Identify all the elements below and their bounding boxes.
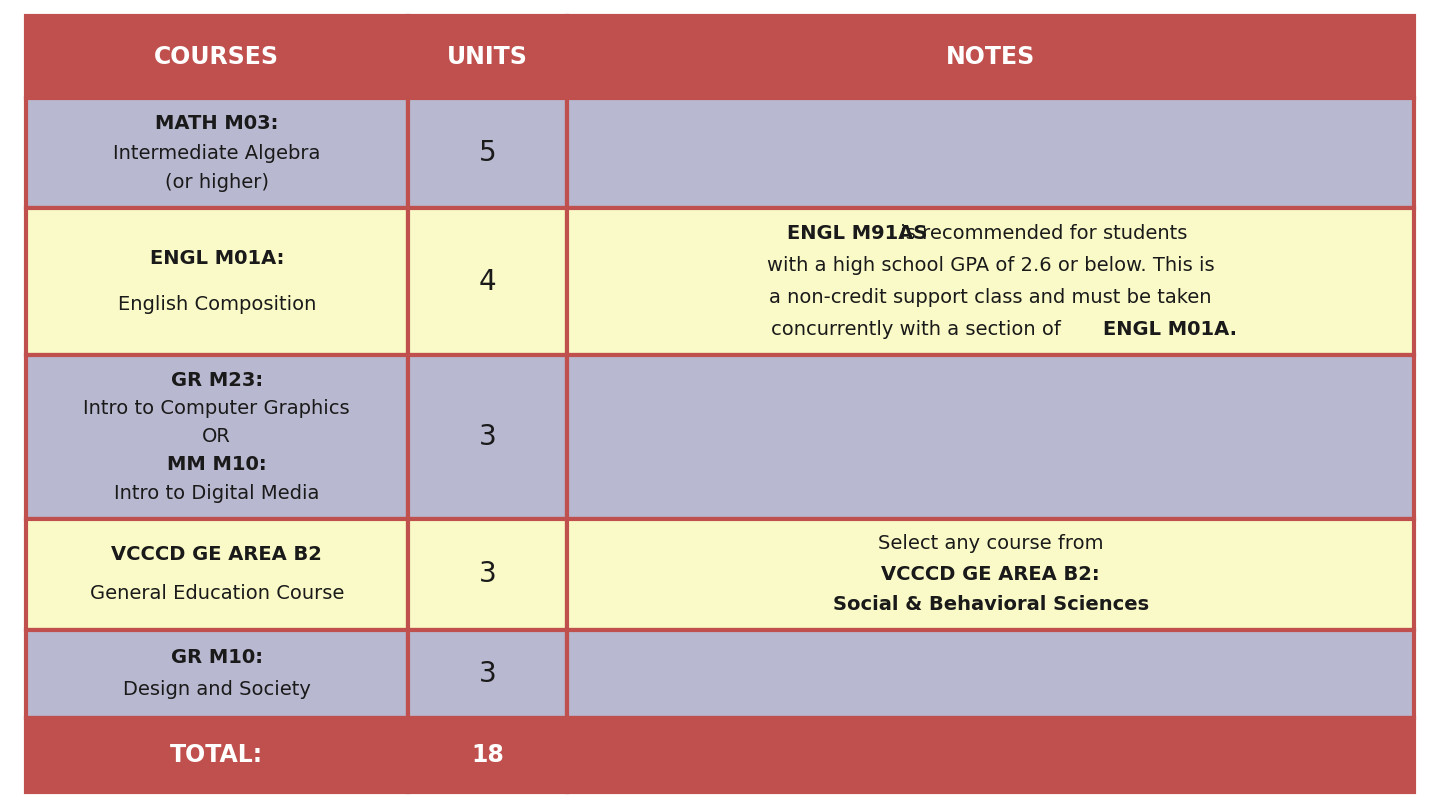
Text: GR M23:: GR M23: <box>171 371 264 389</box>
Text: concurrently with a section of: concurrently with a section of <box>772 320 1067 339</box>
Text: VCCCD GE AREA B2: VCCCD GE AREA B2 <box>111 545 323 564</box>
Text: ENGL M01A.: ENGL M01A. <box>1103 320 1237 339</box>
Text: UNITS: UNITS <box>446 45 528 69</box>
Text: Intro to Computer Graphics: Intro to Computer Graphics <box>84 399 350 418</box>
Bar <box>408 355 567 519</box>
Bar <box>567 718 1414 792</box>
Text: a non-credit support class and must be taken: a non-credit support class and must be t… <box>769 288 1212 307</box>
Text: with a high school GPA of 2.6 or below. This is: with a high school GPA of 2.6 or below. … <box>768 256 1214 276</box>
Text: 3: 3 <box>478 560 497 588</box>
Text: OR: OR <box>203 427 232 446</box>
Bar <box>26 208 408 355</box>
Bar <box>567 16 1414 98</box>
Text: 5: 5 <box>478 139 497 167</box>
Bar <box>408 98 567 208</box>
Text: 3: 3 <box>478 423 497 451</box>
Text: 18: 18 <box>471 743 504 767</box>
Bar <box>567 208 1414 355</box>
Text: ENGL M01A:: ENGL M01A: <box>150 249 284 267</box>
Text: TOTAL:: TOTAL: <box>170 743 264 767</box>
Bar <box>408 16 567 98</box>
Bar <box>408 718 567 792</box>
Text: Select any course from: Select any course from <box>878 534 1103 553</box>
Bar <box>567 98 1414 208</box>
Bar <box>26 629 408 718</box>
Text: MATH M03:: MATH M03: <box>156 115 278 133</box>
Bar <box>26 16 408 98</box>
Bar <box>26 98 408 208</box>
Text: COURSES: COURSES <box>154 45 279 69</box>
Text: VCCCD GE AREA B2:: VCCCD GE AREA B2: <box>881 565 1100 583</box>
Text: Intermediate Algebra: Intermediate Algebra <box>114 144 321 162</box>
Text: 3: 3 <box>478 660 497 688</box>
Bar <box>408 629 567 718</box>
Text: English Composition: English Composition <box>118 296 315 314</box>
Bar <box>567 355 1414 519</box>
Text: MM M10:: MM M10: <box>167 456 266 474</box>
Text: 4: 4 <box>478 267 497 296</box>
Text: ENGL M91AS: ENGL M91AS <box>788 225 927 243</box>
Text: Social & Behavioral Sciences: Social & Behavioral Sciences <box>832 595 1149 614</box>
Bar <box>26 718 408 792</box>
Bar <box>26 519 408 629</box>
Bar <box>26 355 408 519</box>
Bar <box>567 519 1414 629</box>
Bar <box>567 629 1414 718</box>
Text: Intro to Digital Media: Intro to Digital Media <box>114 484 320 503</box>
Text: is recommended for students: is recommended for students <box>894 225 1188 243</box>
Text: NOTES: NOTES <box>946 45 1035 69</box>
Text: General Education Course: General Education Course <box>89 584 344 604</box>
Bar <box>408 208 567 355</box>
Text: Design and Society: Design and Society <box>122 680 311 699</box>
Bar <box>408 519 567 629</box>
Text: (or higher): (or higher) <box>164 173 269 191</box>
Text: GR M10:: GR M10: <box>171 649 262 667</box>
